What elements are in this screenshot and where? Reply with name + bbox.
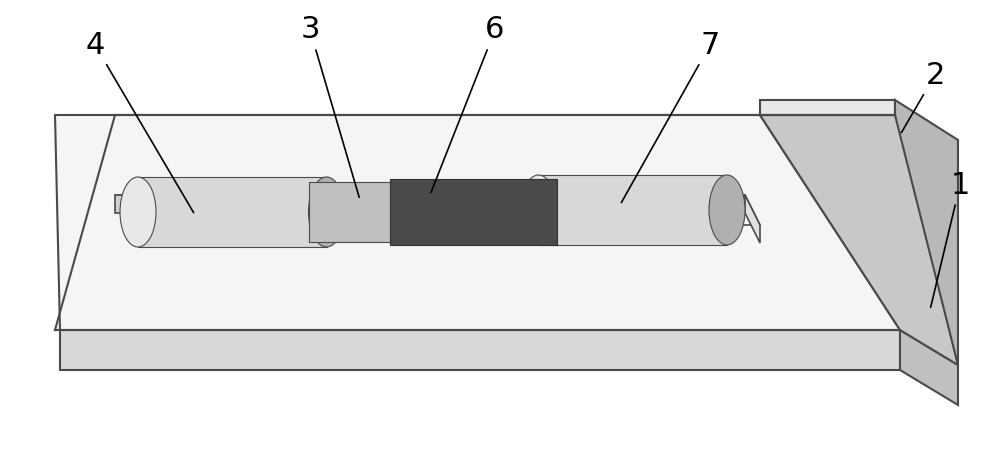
Text: 1: 1 bbox=[931, 171, 970, 307]
Polygon shape bbox=[138, 177, 326, 247]
Polygon shape bbox=[760, 115, 958, 365]
Polygon shape bbox=[478, 195, 745, 213]
Polygon shape bbox=[745, 195, 760, 243]
Ellipse shape bbox=[120, 177, 156, 247]
Ellipse shape bbox=[520, 175, 556, 245]
Ellipse shape bbox=[308, 177, 344, 247]
Text: 6: 6 bbox=[431, 16, 505, 193]
Polygon shape bbox=[385, 195, 400, 243]
Polygon shape bbox=[538, 175, 727, 245]
Polygon shape bbox=[115, 195, 385, 213]
Ellipse shape bbox=[709, 175, 745, 245]
Polygon shape bbox=[115, 195, 400, 225]
Polygon shape bbox=[308, 182, 390, 242]
Text: 3: 3 bbox=[300, 16, 359, 197]
Polygon shape bbox=[760, 100, 895, 115]
Polygon shape bbox=[900, 330, 958, 405]
Text: 2: 2 bbox=[901, 60, 945, 133]
Polygon shape bbox=[55, 115, 900, 330]
Polygon shape bbox=[55, 115, 900, 330]
Polygon shape bbox=[895, 100, 958, 365]
Polygon shape bbox=[390, 179, 556, 245]
Text: 7: 7 bbox=[621, 31, 720, 203]
Polygon shape bbox=[60, 330, 900, 370]
Polygon shape bbox=[60, 115, 900, 330]
Polygon shape bbox=[478, 195, 760, 225]
Text: 4: 4 bbox=[85, 31, 194, 212]
